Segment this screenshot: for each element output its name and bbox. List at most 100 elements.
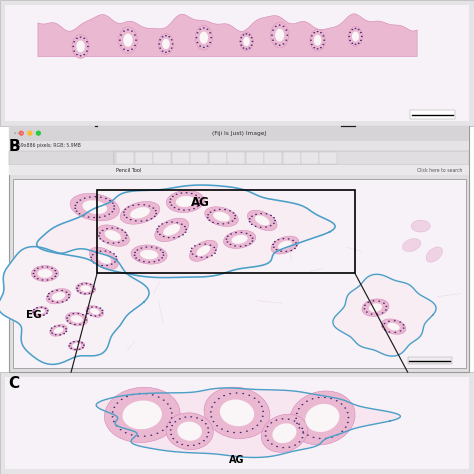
Ellipse shape: [55, 276, 56, 277]
Ellipse shape: [86, 306, 103, 317]
Ellipse shape: [285, 29, 287, 31]
Ellipse shape: [50, 330, 52, 331]
Ellipse shape: [251, 41, 253, 42]
Ellipse shape: [48, 293, 50, 294]
Ellipse shape: [203, 440, 205, 441]
Ellipse shape: [158, 396, 160, 398]
Ellipse shape: [137, 249, 138, 251]
Ellipse shape: [120, 201, 160, 224]
Ellipse shape: [331, 437, 333, 438]
Ellipse shape: [313, 47, 315, 48]
Ellipse shape: [132, 205, 134, 206]
Ellipse shape: [320, 47, 322, 48]
Ellipse shape: [201, 419, 203, 421]
Ellipse shape: [234, 245, 236, 246]
Ellipse shape: [143, 204, 145, 206]
Ellipse shape: [248, 395, 250, 396]
Ellipse shape: [270, 225, 272, 226]
Ellipse shape: [181, 224, 182, 225]
Ellipse shape: [254, 398, 255, 399]
Ellipse shape: [131, 245, 167, 264]
Ellipse shape: [73, 313, 74, 314]
Ellipse shape: [214, 253, 216, 254]
Ellipse shape: [31, 265, 59, 282]
Ellipse shape: [267, 439, 269, 441]
Ellipse shape: [41, 279, 43, 281]
Ellipse shape: [285, 39, 287, 41]
Ellipse shape: [201, 257, 202, 258]
Ellipse shape: [311, 44, 313, 45]
Ellipse shape: [122, 401, 162, 429]
Ellipse shape: [122, 240, 124, 241]
Ellipse shape: [389, 331, 391, 333]
Ellipse shape: [170, 408, 172, 409]
Ellipse shape: [159, 39, 161, 41]
Ellipse shape: [322, 35, 324, 36]
Ellipse shape: [105, 230, 121, 241]
Bar: [246, 152, 264, 164]
Ellipse shape: [322, 44, 324, 45]
Ellipse shape: [92, 286, 94, 287]
Ellipse shape: [161, 257, 163, 259]
Ellipse shape: [70, 343, 72, 344]
Ellipse shape: [76, 288, 78, 289]
Ellipse shape: [76, 202, 78, 203]
Ellipse shape: [260, 213, 262, 214]
Ellipse shape: [170, 429, 172, 431]
Ellipse shape: [144, 436, 146, 437]
Ellipse shape: [288, 238, 290, 240]
Ellipse shape: [171, 412, 173, 414]
Ellipse shape: [298, 423, 300, 425]
Ellipse shape: [383, 302, 385, 304]
Ellipse shape: [351, 43, 353, 44]
Text: AG: AG: [229, 455, 245, 465]
Ellipse shape: [247, 210, 277, 231]
Ellipse shape: [138, 259, 140, 261]
Ellipse shape: [156, 228, 158, 230]
Ellipse shape: [46, 279, 48, 281]
Ellipse shape: [355, 28, 356, 29]
Ellipse shape: [109, 200, 111, 201]
Ellipse shape: [246, 233, 247, 234]
Ellipse shape: [216, 425, 218, 427]
Ellipse shape: [337, 434, 338, 436]
Ellipse shape: [199, 46, 201, 47]
Polygon shape: [96, 388, 401, 457]
Ellipse shape: [190, 251, 192, 252]
Ellipse shape: [80, 55, 82, 56]
Ellipse shape: [43, 314, 45, 316]
Ellipse shape: [227, 431, 228, 432]
Ellipse shape: [294, 248, 296, 249]
Ellipse shape: [283, 43, 284, 45]
Ellipse shape: [211, 406, 213, 408]
Ellipse shape: [249, 243, 251, 245]
Ellipse shape: [125, 232, 127, 233]
Ellipse shape: [76, 41, 85, 53]
Ellipse shape: [50, 325, 67, 336]
Ellipse shape: [385, 309, 387, 310]
Ellipse shape: [106, 228, 108, 229]
Ellipse shape: [272, 39, 274, 41]
Ellipse shape: [155, 213, 157, 214]
Ellipse shape: [68, 297, 70, 298]
Ellipse shape: [162, 252, 164, 253]
Ellipse shape: [112, 411, 114, 413]
Ellipse shape: [211, 255, 213, 256]
Bar: [9, 151, 114, 165]
Bar: [5, 5, 469, 121]
Ellipse shape: [358, 29, 360, 30]
Ellipse shape: [197, 32, 199, 34]
Bar: [13, 179, 466, 368]
Ellipse shape: [90, 315, 92, 316]
Ellipse shape: [104, 215, 106, 217]
Ellipse shape: [137, 435, 139, 437]
Ellipse shape: [55, 273, 57, 274]
Ellipse shape: [58, 325, 60, 327]
Ellipse shape: [301, 437, 303, 438]
Ellipse shape: [79, 324, 81, 325]
Ellipse shape: [156, 433, 158, 434]
Ellipse shape: [296, 413, 298, 414]
Ellipse shape: [165, 35, 167, 36]
Ellipse shape: [188, 209, 190, 210]
Ellipse shape: [266, 426, 268, 428]
